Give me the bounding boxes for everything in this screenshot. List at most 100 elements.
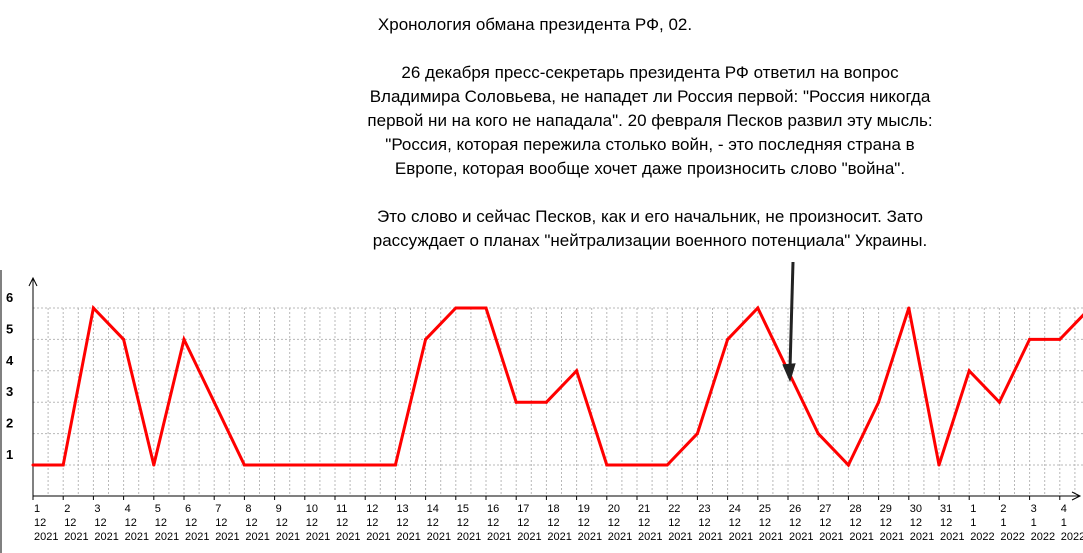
x-tick-label: 25 (759, 503, 771, 515)
annotation-line: первой ни на кого не нападала". 20 февра… (367, 111, 933, 130)
y-tick-labels: 1 2 3 4 5 6 (6, 290, 14, 462)
x-tick-label: 13 (396, 503, 408, 515)
data-point (31, 463, 35, 467)
x-tick-label: 2021 (638, 531, 662, 543)
x-tick-label: 12 (910, 517, 922, 529)
annotation-paragraph-1: 26 декабря пресс-секретарь президента РФ… (290, 61, 1010, 181)
x-tick-label: 2021 (668, 531, 692, 543)
x-tick-label: 2021 (457, 531, 481, 543)
annotation-line: Владимира Соловьева, не нападет ли Росси… (369, 87, 931, 106)
x-tick-label: 30 (910, 503, 922, 515)
y-tick-label: 2 (6, 416, 13, 431)
x-tick-label: 2021 (94, 531, 118, 543)
x-tick-label: 23 (698, 503, 710, 515)
x-tick-label: 2021 (155, 531, 179, 543)
x-tick-label: 2021 (698, 531, 722, 543)
x-tick-label: 12 (155, 517, 167, 529)
data-point (514, 400, 518, 404)
x-tick-label: 1 (1000, 517, 1006, 529)
annotation-line: "Россия, которая пережила столько войн, … (385, 135, 915, 154)
x-tick-label: 12 (819, 517, 831, 529)
x-tick-label: 19 (578, 503, 590, 515)
y-tick-label: 4 (6, 353, 14, 368)
x-tick-label: 1 (1061, 517, 1067, 529)
data-point (575, 369, 579, 373)
x-tick-label: 15 (457, 503, 469, 515)
data-point (273, 463, 277, 467)
x-tick-label: 1 (970, 517, 976, 529)
annotation-arrow (782, 261, 796, 383)
x-tick-label: 12 (729, 517, 741, 529)
x-tick-label: 2021 (910, 531, 934, 543)
arrow-shaft (788, 261, 795, 369)
x-tick-label: 12 (759, 517, 771, 529)
x-tick-label: 12 (64, 517, 76, 529)
x-tick-label: 2021 (729, 531, 753, 543)
x-tick-label: 2021 (34, 531, 58, 543)
y-tick-label: 1 (6, 447, 13, 462)
axes (0, 270, 1082, 553)
x-tick-label: 17 (517, 503, 529, 515)
x-tick-label: 12 (366, 517, 378, 529)
data-point (907, 306, 911, 310)
annotation-line: Это слово и сейчас Песков, как и его нач… (376, 207, 923, 226)
data-point (303, 463, 307, 467)
x-tick-label: 21 (638, 503, 650, 515)
x-tick-label: 2021 (517, 531, 541, 543)
x-tick-label: 7 (215, 503, 221, 515)
x-tick-label: 22 (668, 503, 680, 515)
x-tick-label: 12 (125, 517, 137, 529)
x-tick-label: 12 (487, 517, 499, 529)
x-tick-label: 2021 (125, 531, 149, 543)
x-tick-label: 2021 (366, 531, 390, 543)
data-point (605, 463, 609, 467)
x-tick-label: 18 (547, 503, 559, 515)
data-point (91, 306, 95, 310)
x-tick-label: 2 (1000, 503, 1006, 515)
x-tick-label: 2021 (185, 531, 209, 543)
data-point (1028, 337, 1032, 341)
chart-title: Хронология обмана президента РФ, 02. (377, 15, 693, 34)
x-tick-label: 2022 (1031, 531, 1055, 543)
annotation-text: 26 декабря пресс-секретарь президента РФ… (290, 61, 1010, 253)
data-point (122, 337, 126, 341)
data-point (816, 432, 820, 436)
data-point (454, 306, 458, 310)
annotation-paragraph-2: Это слово и сейчас Песков, как и его нач… (290, 205, 1010, 253)
x-tick-label: 12 (94, 517, 106, 529)
x-tick-label: 2021 (276, 531, 300, 543)
data-point (544, 400, 548, 404)
x-tick-label: 12 (668, 517, 680, 529)
data-point (333, 463, 337, 467)
x-tick-label: 26 (789, 503, 801, 515)
x-tick-label: 12 (608, 517, 620, 529)
x-tick-label: 5 (155, 503, 161, 515)
x-tick-label: 4 (1061, 503, 1067, 515)
x-tick-label: 2022 (1061, 531, 1083, 543)
annotation-line: 26 декабря пресс-секретарь президента РФ… (401, 63, 899, 82)
x-tick-label: 10 (306, 503, 318, 515)
x-tick-label: 12 (940, 517, 952, 529)
x-tick-label: 12 (215, 517, 227, 529)
x-tick-label: 3 (1031, 503, 1037, 515)
x-tick-label: 12 (427, 517, 439, 529)
x-tick-label: 2021 (880, 531, 904, 543)
y-axis-arrowhead (28, 276, 38, 287)
x-tick-label: 2021 (396, 531, 420, 543)
x-tick-label: 2021 (608, 531, 632, 543)
x-tick-label: 2021 (245, 531, 269, 543)
data-point (61, 463, 65, 467)
x-tick-label: 6 (185, 503, 191, 515)
x-tick-label: 2021 (487, 531, 511, 543)
x-tick-label: 11 (336, 503, 347, 515)
series (31, 304, 1083, 468)
arrow-head (782, 363, 796, 383)
data-point (967, 369, 971, 373)
x-tick-label: 1 (1031, 517, 1037, 529)
x-tick-label: 2022 (1000, 531, 1024, 543)
data-point (424, 337, 428, 341)
y-tick-label: 3 (6, 384, 13, 399)
x-axis-arrowhead (1071, 491, 1082, 501)
x-tick-label: 12 (366, 503, 378, 515)
x-tick-label: 12 (185, 517, 197, 529)
